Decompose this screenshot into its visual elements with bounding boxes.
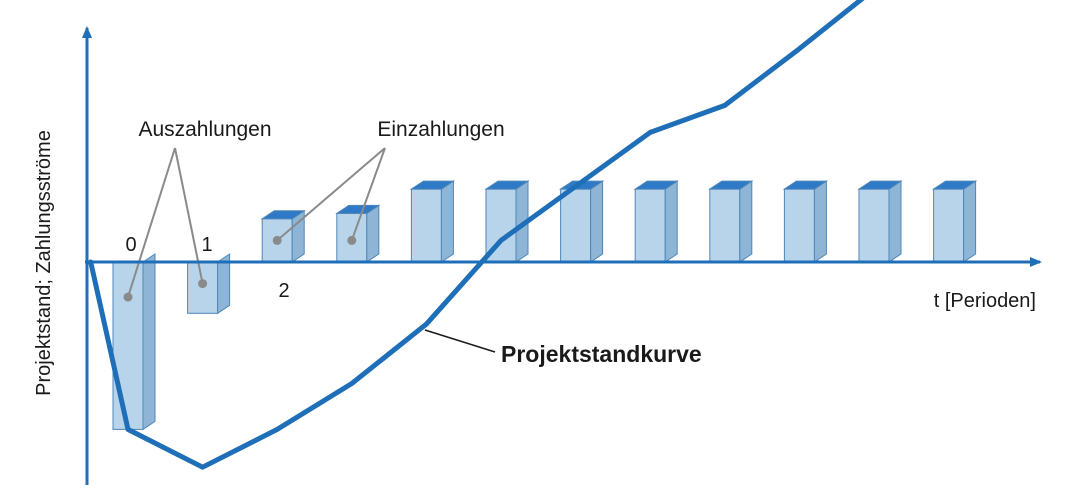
bar-4 bbox=[409, 180, 456, 263]
bar-top bbox=[335, 204, 381, 214]
bar-side bbox=[366, 204, 380, 263]
bar-side bbox=[664, 180, 678, 263]
curve-label: Projektstandkurve bbox=[501, 341, 702, 367]
pointer-line-0 bbox=[127, 147, 176, 298]
y-axis-label-group: Projektstand; Zahlungsströme bbox=[33, 130, 55, 396]
bar-side bbox=[963, 180, 977, 263]
x-axis-label: t [Perioden] bbox=[934, 290, 1036, 312]
pointer-dot-2 bbox=[272, 235, 282, 245]
inflows-annotation: Einzahlungen bbox=[377, 118, 504, 141]
bar-top bbox=[782, 180, 829, 190]
x-tick-label-1: 1 bbox=[201, 234, 212, 256]
projektstand-curve bbox=[88, 0, 865, 470]
bar-10 bbox=[857, 180, 903, 263]
bar-side bbox=[217, 253, 231, 315]
bar-7 bbox=[633, 180, 679, 263]
bar-front bbox=[783, 188, 815, 263]
bar-front bbox=[112, 261, 144, 430]
bar-front bbox=[560, 188, 592, 263]
bar-9 bbox=[782, 180, 829, 263]
bar-side bbox=[142, 253, 156, 431]
bar-11 bbox=[931, 180, 978, 263]
bar-top bbox=[857, 180, 903, 190]
bar-side bbox=[739, 180, 753, 263]
pointer-line-2 bbox=[276, 147, 386, 242]
bar-top bbox=[931, 180, 978, 190]
bar-top bbox=[633, 180, 679, 190]
bar-8 bbox=[708, 180, 754, 263]
bar-top bbox=[708, 180, 754, 190]
bar-front bbox=[858, 188, 890, 263]
annotation-pointers bbox=[123, 147, 386, 302]
pointer-line-3 bbox=[350, 147, 386, 241]
curve-label-leader bbox=[424, 329, 496, 353]
bar-side bbox=[888, 180, 902, 263]
bar-front bbox=[485, 188, 517, 263]
bar-3 bbox=[335, 204, 381, 263]
pointer-dot-0 bbox=[123, 292, 133, 302]
bars-group bbox=[112, 180, 978, 431]
pointer-dot-1 bbox=[198, 279, 208, 289]
bar-front bbox=[709, 188, 741, 263]
bar-front bbox=[933, 188, 965, 263]
outflows-annotation: Auszahlungen bbox=[138, 118, 271, 141]
bar-front bbox=[634, 188, 666, 263]
pointer-dot-3 bbox=[347, 235, 357, 245]
bar-side bbox=[440, 180, 454, 263]
bar-side bbox=[813, 180, 827, 263]
bar-side bbox=[590, 180, 604, 263]
bar-5 bbox=[484, 180, 530, 263]
bar-top bbox=[484, 180, 530, 190]
bar-front bbox=[410, 188, 442, 263]
bar-top bbox=[409, 180, 456, 190]
bar-top bbox=[260, 210, 306, 220]
x-tick-label-2: 2 bbox=[278, 280, 289, 302]
bar-0 bbox=[112, 253, 156, 431]
x-tick-label-0: 0 bbox=[125, 234, 136, 256]
y-axis-label: Projektstand; Zahlungsströme bbox=[33, 130, 55, 396]
